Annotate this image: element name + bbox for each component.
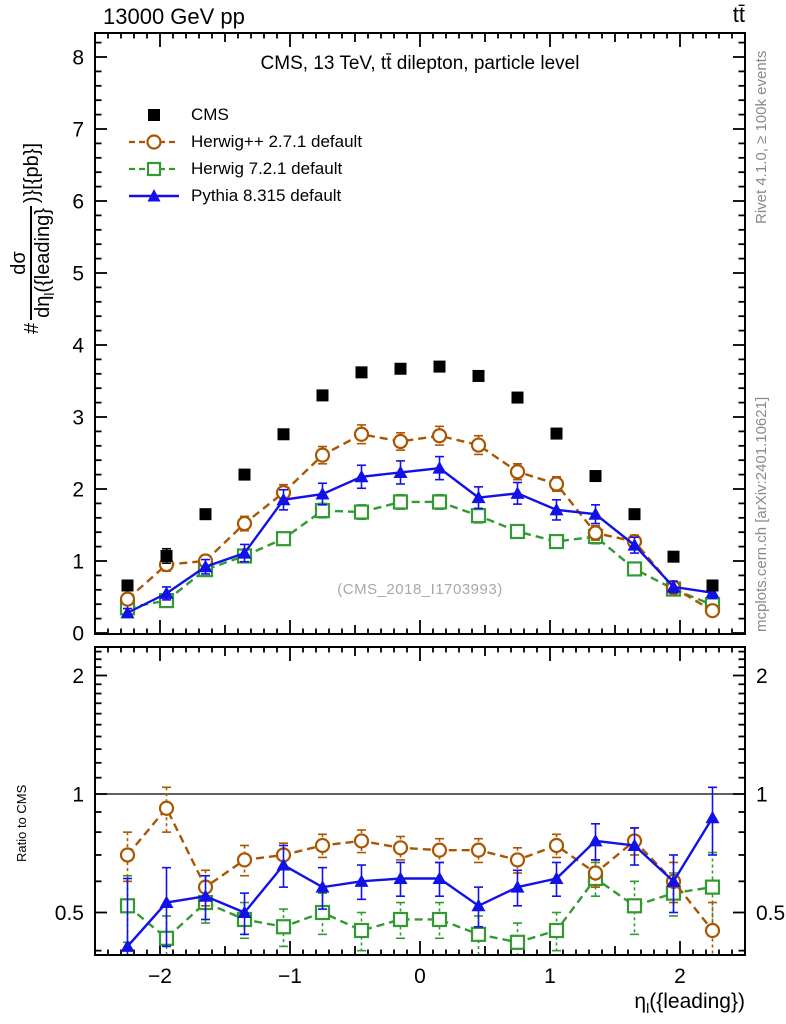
main-series-cms bbox=[121, 360, 719, 592]
ylabel-numerator: dσ bbox=[8, 251, 30, 275]
pythia-marker-icon bbox=[129, 188, 179, 201]
mcplots-arxiv-note: mcplots.cern.ch [arXiv:2401.10621] bbox=[753, 396, 770, 632]
legend-label-herwig7: Herwig 7.2.1 default bbox=[191, 158, 343, 178]
beam-energy-label: 13000 GeV pp bbox=[103, 4, 245, 29]
x-axis-label: ηl({leading}) bbox=[634, 990, 745, 1018]
main-y-axis-label: # dσ dηl({leading})}[{pb}] bbox=[8, 143, 58, 334]
legend-label-cms: CMS bbox=[191, 104, 229, 124]
ylabel-prefix: # bbox=[21, 322, 44, 334]
ratio-series-herwigpp bbox=[119, 786, 721, 954]
legend-item-cms: CMS bbox=[128, 101, 362, 128]
legend-label-herwigpp: Herwig++ 2.7.1 default bbox=[191, 131, 363, 151]
svg-text:0: 0 bbox=[72, 623, 84, 646]
ratio-axis-label: Ratio to CMS bbox=[14, 784, 29, 862]
ylabel-fraction: dσ dηl({leading} bbox=[8, 206, 58, 320]
svg-text:5: 5 bbox=[72, 263, 84, 286]
ratio-series-pythia bbox=[120, 786, 720, 954]
axes-and-ticks bbox=[96, 34, 744, 954]
legend-label-pythia: Pythia 8.315 default bbox=[191, 185, 342, 205]
cms-marker-icon bbox=[148, 108, 160, 121]
plot-title: CMS, 13 TeV, tt̄ dilepton, particle leve… bbox=[260, 53, 580, 74]
analysis-id-watermark: (CMS_2018_I1703993) bbox=[337, 581, 503, 598]
ylabel-suffix: )}[{pb}] bbox=[21, 143, 44, 204]
svg-text:7: 7 bbox=[72, 119, 84, 142]
main-series-pythia bbox=[120, 455, 720, 619]
svg-text:2: 2 bbox=[756, 665, 768, 688]
svg-text:2: 2 bbox=[674, 965, 686, 988]
svg-text:2: 2 bbox=[72, 665, 84, 688]
svg-text:1: 1 bbox=[72, 551, 84, 574]
svg-text:−1: −1 bbox=[278, 965, 302, 988]
svg-text:−2: −2 bbox=[148, 965, 172, 988]
svg-text:8: 8 bbox=[72, 47, 84, 70]
svg-text:0: 0 bbox=[414, 965, 426, 988]
svg-text:0.5: 0.5 bbox=[756, 902, 785, 925]
svg-text:0.5: 0.5 bbox=[55, 902, 84, 925]
svg-text:1: 1 bbox=[544, 965, 556, 988]
legend: CMS Herwig++ 2.7.1 default Herwig 7.2.1 … bbox=[128, 101, 362, 209]
svg-text:3: 3 bbox=[72, 407, 84, 430]
ratio-panel-border bbox=[94, 646, 746, 956]
process-label: tt̄ bbox=[732, 2, 745, 27]
svg-text:1: 1 bbox=[756, 784, 768, 807]
ylabel-denominator: dηl({leading} bbox=[30, 206, 58, 320]
svg-text:4: 4 bbox=[72, 335, 84, 358]
svg-text:2: 2 bbox=[72, 479, 84, 502]
tick-labels: 0 1 2 3 4 5 6 7 8 −2 −1 0 1 2 0.5 0.5 1 1 2 2 bbox=[55, 47, 785, 989]
main-panel-border bbox=[94, 32, 746, 635]
svg-text:6: 6 bbox=[72, 191, 84, 214]
herwig7-marker-icon bbox=[129, 161, 179, 176]
rivet-version-note: Rivet 4.1.0, ≥ 100k events bbox=[753, 50, 770, 224]
legend-item-pythia: Pythia 8.315 default bbox=[128, 182, 362, 209]
svg-text:1: 1 bbox=[72, 784, 84, 807]
legend-item-herwigpp: Herwig++ 2.7.1 default bbox=[128, 128, 362, 155]
herwigpp-marker-icon bbox=[129, 133, 179, 150]
legend-item-herwig7: Herwig 7.2.1 default bbox=[128, 155, 362, 182]
